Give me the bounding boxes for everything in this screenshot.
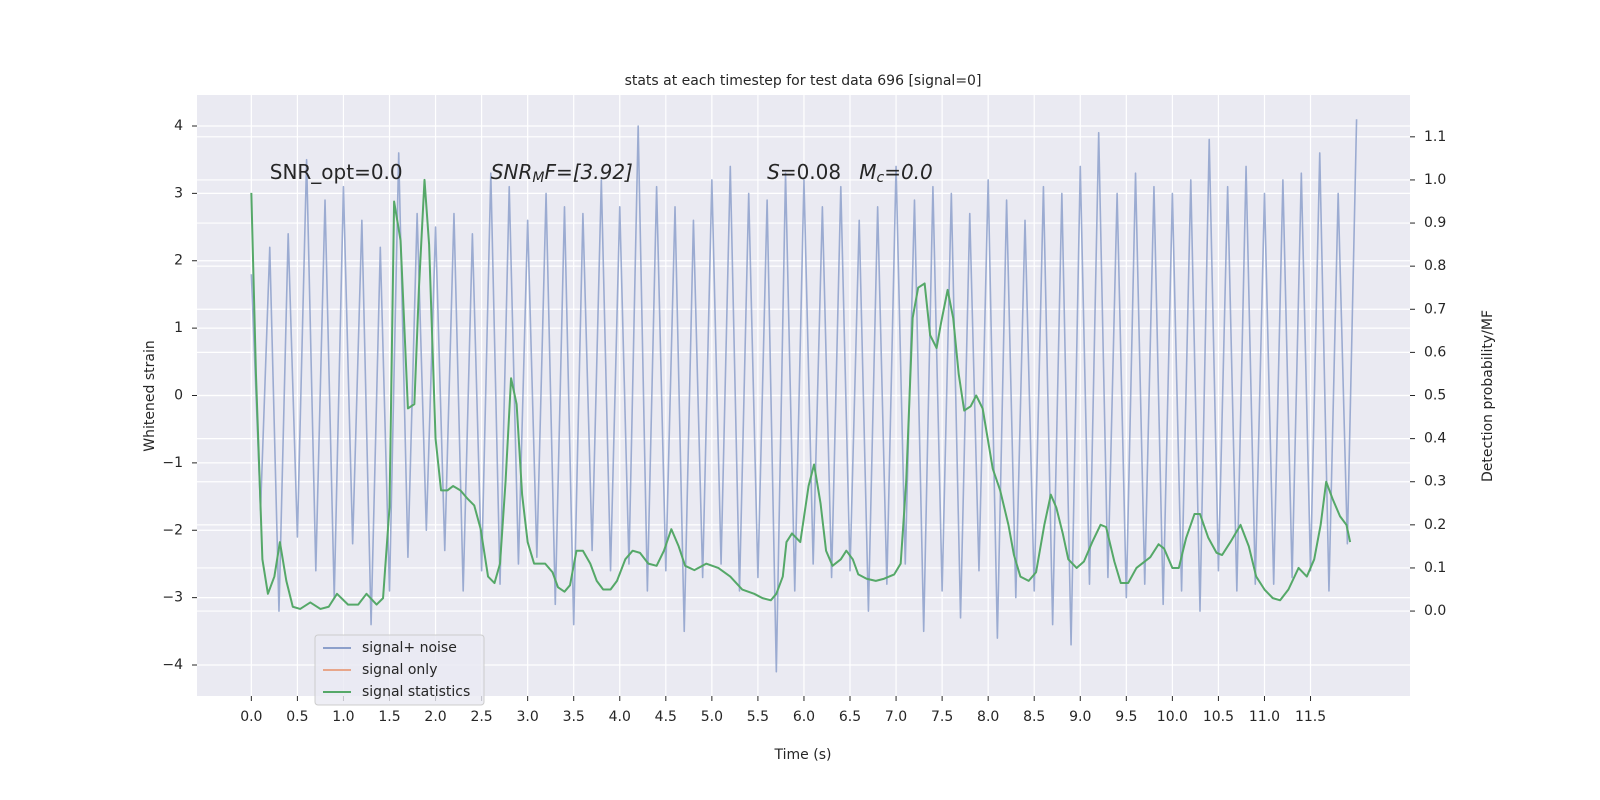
- x-tick-label: 0.0: [240, 709, 262, 725]
- x-tick-label: 9.5: [1115, 709, 1137, 725]
- y2-tick-label: 0.4: [1424, 431, 1446, 447]
- y2-tick-label: 1.0: [1424, 172, 1446, 188]
- y-tick-label: −3: [162, 590, 183, 606]
- x-tick-label: 4.5: [655, 709, 677, 725]
- x-tick-label: 2.5: [470, 709, 492, 725]
- x-tick-label: 1.5: [378, 709, 400, 725]
- annotation-main: S: [767, 160, 780, 184]
- y-tick-label: −4: [162, 657, 183, 673]
- y2-tick-label: 1.1: [1424, 129, 1446, 145]
- annotation-rest: =0.08: [780, 160, 841, 184]
- y-tick-label: 3: [174, 185, 183, 201]
- x-tick-label: 5.0: [701, 709, 723, 725]
- grid: 0.0 0.5 1.0 1.5 2.0 2.5 3.0 3.5 4.0 4.5 5.0 5.5 6.0 6…: [162, 95, 1446, 725]
- y-tick-label: 4: [174, 118, 183, 134]
- x-tick-label: 1.0: [332, 709, 354, 725]
- annotation-rest: F=[3.92]: [544, 160, 632, 184]
- annotation-main: M: [859, 160, 876, 184]
- y2-axis-label: Detection probability/MF: [1480, 310, 1496, 482]
- marks: [250, 119, 1358, 673]
- x-tick-label: 3.5: [563, 709, 585, 725]
- x-tick-label: 7.0: [885, 709, 907, 725]
- x-tick-label: 8.0: [977, 709, 999, 725]
- y2-tick-label: 0.5: [1424, 388, 1446, 404]
- legend-label: signal only: [362, 662, 437, 678]
- x-tick-label: 8.5: [1023, 709, 1045, 725]
- legend-box: [314, 634, 485, 706]
- legend-label: signal statistics: [362, 684, 470, 700]
- y2-tick-label: 0.0: [1424, 603, 1446, 619]
- y-tick-label: −2: [162, 522, 183, 538]
- y-tick-label: 0: [174, 388, 183, 404]
- x-tick-label: 11.0: [1249, 709, 1280, 725]
- x-tick-label: 4.0: [609, 709, 631, 725]
- x-tick-label: 5.5: [747, 709, 769, 725]
- annotation: S=0.08: [767, 160, 841, 184]
- legend: signal+ noise signal only signal statistic…: [314, 634, 485, 706]
- annotation: Mc=0.0: [859, 160, 933, 187]
- annotation: SNRMF=[3.92]: [491, 160, 633, 187]
- y2-tick-label: 0.3: [1424, 474, 1446, 490]
- x-tick-label: 0.5: [286, 709, 308, 725]
- y2-tick-label: 0.1: [1424, 560, 1446, 576]
- series-line: [250, 119, 1358, 673]
- x-tick-label: 10.5: [1203, 709, 1234, 725]
- y-axis-label: Whitened strain: [142, 340, 158, 451]
- x-tick-label: 9.0: [1069, 709, 1091, 725]
- x-tick-label: 6.5: [839, 709, 861, 725]
- y2-tick-label: 0.7: [1424, 301, 1446, 317]
- y2-tick-label: 0.2: [1424, 517, 1446, 533]
- x-tick-label: 3.0: [517, 709, 539, 725]
- series-line: [250, 178, 1352, 610]
- y-tick-label: 1: [174, 320, 183, 336]
- chart-title: stats at each timestep for test data 696…: [625, 73, 982, 89]
- annotation: SNR_opt=0.0: [270, 160, 403, 184]
- x-tick-label: 7.5: [931, 709, 953, 725]
- legend-label: signal+ noise: [362, 640, 457, 656]
- annotation-rest: =0.0: [884, 160, 933, 184]
- y2-tick-label: 0.6: [1424, 344, 1446, 360]
- x-tick-label: 10.0: [1157, 709, 1188, 725]
- annotation-text: SNR_opt=0.0: [270, 160, 403, 184]
- y2-tick-label: 0.8: [1424, 258, 1446, 274]
- y-tick-label: −1: [162, 455, 183, 471]
- x-axis-label: Time (s): [774, 747, 832, 763]
- annotation-main: SNR: [491, 160, 533, 184]
- y-tick-label: 2: [174, 253, 183, 269]
- x-tick-label: 11.5: [1295, 709, 1326, 725]
- y2-tick-label: 0.9: [1424, 215, 1446, 231]
- x-tick-label: 2.0: [424, 709, 446, 725]
- annotations: SNR_opt=0.0 SNRMF=[3.92] S=0.08 Mc=0.0: [270, 160, 933, 187]
- annotation-sub: M: [532, 170, 544, 186]
- annotation-sub: c: [876, 170, 884, 186]
- x-tick-label: 6.0: [793, 709, 815, 725]
